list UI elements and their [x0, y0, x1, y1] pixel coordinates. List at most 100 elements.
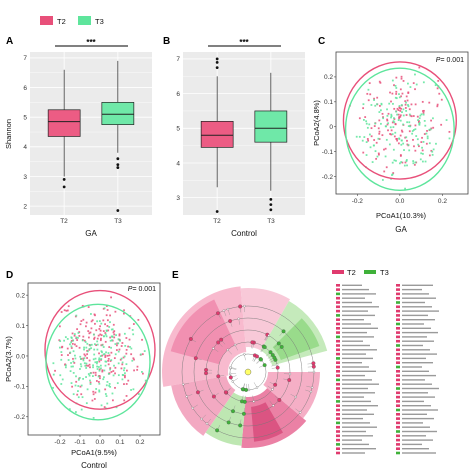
- point-t3: [103, 369, 106, 372]
- point-t3: [96, 362, 98, 365]
- point-t2: [94, 374, 97, 377]
- point-t2: [73, 361, 76, 364]
- point-t3: [83, 362, 86, 365]
- taxa-legend-entry: [402, 452, 436, 454]
- point-t2: [408, 130, 411, 133]
- clade-node: [288, 372, 292, 376]
- point-t3: [144, 379, 147, 382]
- point-t2: [425, 142, 428, 145]
- taxa-legend-swatch: [336, 391, 340, 395]
- point-t2: [60, 354, 63, 356]
- taxa-legend-entry: [402, 336, 427, 338]
- point-t2: [72, 357, 74, 360]
- taxa-legend-entry: [342, 443, 369, 446]
- box-t2: [200, 121, 234, 148]
- clade-node: [244, 387, 249, 392]
- point-t2: [92, 393, 95, 396]
- point-t3: [98, 390, 101, 393]
- panel-e-cladogram-rings: [162, 286, 328, 448]
- point-t3: [61, 378, 64, 381]
- outlier-point: [215, 66, 219, 70]
- point-t3: [392, 126, 395, 128]
- outlier-point: [269, 203, 273, 206]
- outlier-point: [269, 197, 273, 201]
- clade-node: [228, 372, 232, 376]
- point-t2: [107, 363, 110, 366]
- point-t3: [426, 135, 429, 138]
- point-t2: [63, 309, 66, 312]
- point-t2: [395, 90, 398, 93]
- point-t2: [115, 344, 118, 347]
- clade-node: [268, 350, 273, 355]
- taxa-legend-swatch: [396, 365, 400, 369]
- point-t2: [109, 314, 111, 317]
- point-t3: [414, 73, 416, 76]
- point-t2: [398, 116, 401, 118]
- point-t2: [118, 348, 121, 351]
- taxa-legend-swatch: [336, 361, 340, 364]
- clade-ring: [193, 317, 303, 427]
- clade-ring: [217, 341, 279, 403]
- taxa-legend-entry: [402, 331, 438, 334]
- clade-node: [215, 311, 220, 316]
- y-tick-label: 0.1: [16, 323, 25, 330]
- point-t3: [98, 389, 101, 392]
- point-t3: [103, 307, 106, 310]
- taxa-legend-swatch: [336, 301, 340, 304]
- point-t2: [125, 395, 128, 397]
- point-t3: [60, 351, 63, 353]
- taxa-legend-swatch: [336, 382, 340, 386]
- point-t3: [92, 375, 94, 378]
- point-t3: [416, 138, 419, 141]
- point-t3: [130, 347, 133, 350]
- y-tick-label: -0.2: [322, 174, 334, 181]
- point-t3: [108, 326, 111, 328]
- point-t3: [414, 128, 417, 131]
- point-t2: [405, 95, 408, 98]
- point-t3: [400, 139, 403, 142]
- point-t2: [88, 363, 91, 366]
- taxa-legend-entry: [342, 344, 370, 347]
- point-t3: [92, 366, 94, 369]
- point-t2: [126, 369, 128, 372]
- taxa-legend-entry: [342, 366, 369, 368]
- point-t2: [97, 381, 100, 383]
- taxa-legend-entry: [402, 306, 432, 308]
- point-t3: [429, 128, 432, 131]
- point-t2: [368, 82, 371, 85]
- taxa-legend-entry: [342, 293, 376, 295]
- point-t2: [97, 334, 100, 337]
- clade-node: [262, 363, 267, 368]
- panel-letter-d: D: [6, 270, 13, 281]
- point-t3: [89, 372, 92, 375]
- point-t2: [422, 110, 424, 112]
- point-t3: [402, 114, 405, 117]
- point-t2: [405, 114, 408, 116]
- taxa-legend-swatch: [336, 438, 340, 442]
- point-t3: [93, 343, 96, 346]
- panel-b-xlabel: Control: [231, 229, 257, 238]
- point-t2: [93, 336, 96, 339]
- point-t3: [137, 393, 140, 395]
- taxa-legend-swatch: [336, 327, 340, 330]
- point-t3: [92, 364, 94, 367]
- point-t2: [396, 107, 399, 110]
- clade-node: [247, 388, 251, 392]
- point-t2: [125, 348, 128, 351]
- point-t3: [408, 121, 411, 124]
- point-t3: [86, 350, 89, 353]
- point-t2: [141, 338, 143, 341]
- point-t3: [129, 345, 131, 348]
- point-t2: [74, 343, 76, 346]
- point-t3: [365, 122, 368, 125]
- point-t2: [100, 334, 103, 337]
- point-t2: [114, 386, 116, 389]
- point-t2: [385, 166, 388, 169]
- point-t3: [405, 136, 408, 139]
- point-t3: [87, 373, 90, 375]
- point-t2: [414, 88, 416, 91]
- point-t2: [115, 349, 118, 351]
- y-tick-label: 5: [23, 115, 27, 122]
- point-t3: [124, 372, 126, 375]
- taxa-legend-entry: [402, 435, 426, 437]
